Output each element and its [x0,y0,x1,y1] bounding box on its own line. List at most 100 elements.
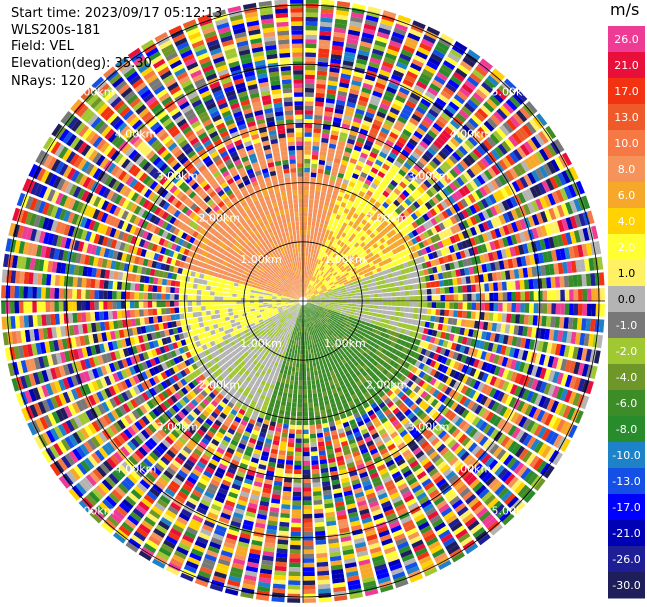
velocity-cell [464,267,470,276]
velocity-cell [354,242,360,248]
velocity-cell [214,93,225,102]
velocity-cell [249,295,255,298]
velocity-cell [345,246,351,252]
velocity-cell [420,170,429,179]
velocity-cell [304,190,309,195]
velocity-cell [374,263,381,269]
velocity-cell [370,182,378,190]
velocity-cell [432,251,439,259]
velocity-cell [233,111,243,118]
velocity-cell [343,174,351,181]
velocity-cell [458,187,467,197]
velocity-cell [303,274,305,279]
velocity-cell [269,232,275,238]
velocity-cell [419,256,426,263]
velocity-cell [416,144,426,153]
velocity-cell [394,207,402,215]
velocity-cell [573,289,579,301]
velocity-cell [241,155,249,163]
velocity-cell [271,226,276,232]
velocity-cell [220,77,232,85]
velocity-cell [331,45,344,51]
velocity-cell [334,204,340,210]
velocity-cell [438,133,449,143]
velocity-cell [564,289,570,301]
velocity-cell [147,292,153,300]
velocity-cell [355,226,362,232]
velocity-cell [449,294,454,301]
velocity-cell [556,234,564,247]
velocity-cell [311,276,314,281]
velocity-cell [355,108,365,116]
velocity-cell [323,290,328,293]
velocity-cell [316,274,320,279]
velocity-cell [342,60,354,67]
velocity-cell [429,208,438,217]
velocity-cell [483,253,490,263]
velocity-cell [465,121,476,132]
velocity-cell [297,247,301,253]
velocity-cell [383,234,390,241]
velocity-cell [279,223,284,229]
velocity-cell [203,30,217,39]
velocity-cell [327,278,332,283]
velocity-cell [445,56,458,67]
velocity-cell [411,180,420,188]
velocity-cell [435,193,444,202]
velocity-cell [170,307,175,314]
velocity-cell [219,309,224,314]
velocity-cell [320,298,326,301]
velocity-cell [303,261,306,266]
velocity-cell [402,209,410,218]
velocity-cell [1,285,6,299]
velocity-cell [450,225,458,235]
velocity-cell [492,251,499,261]
velocity-cell [502,237,509,247]
velocity-cell [368,286,374,291]
velocity-cell [138,292,144,300]
velocity-cell [407,195,416,203]
velocity-cell [250,308,256,312]
velocity-cell [459,127,470,138]
velocity-cell [337,140,346,147]
velocity-cell [165,293,170,300]
velocity-cell [205,159,214,168]
velocity-cell [305,293,309,298]
velocity-cell [297,238,300,244]
velocity-cell [328,71,340,78]
velocity-cell [350,287,356,291]
velocity-cell [365,276,371,281]
velocity-cell [237,287,243,291]
velocity-cell [483,120,495,132]
velocity-cell [234,318,240,323]
velocity-cell [274,234,280,240]
velocity-cell [63,288,68,299]
velocity-cell [430,53,443,63]
velocity-cell [310,294,315,297]
velocity-cell [414,243,421,251]
velocity-cell [305,261,308,266]
velocity-cell [360,241,366,248]
velocity-cell [320,295,325,298]
velocity-cell [54,313,60,325]
velocity-cell [311,154,319,160]
velocity-cell [335,285,341,289]
velocity-cell [147,301,153,308]
velocity-cell [411,113,422,123]
velocity-cell [395,246,402,253]
velocity-cell [426,60,439,71]
velocity-cell [327,249,332,255]
velocity-cell [417,185,426,194]
velocity-cell [372,243,379,249]
velocity-cell [415,50,428,60]
velocity-cell [126,71,139,82]
velocity-cell [276,124,285,130]
velocity-cell [475,284,481,292]
velocity-cell [542,163,553,176]
velocity-cell [295,275,298,280]
velocity-cell [281,74,292,80]
velocity-cell [317,259,322,265]
velocity-cell [390,35,404,44]
velocity-cell [485,263,492,272]
velocity-cell [403,104,414,113]
